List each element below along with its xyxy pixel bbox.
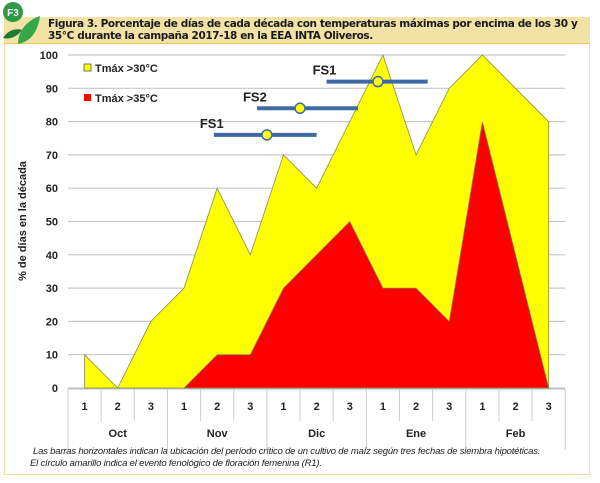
figure-caption: Las barras horizontales indican la ubica… bbox=[30, 446, 590, 470]
series-area-35c bbox=[183, 121, 550, 389]
legend-swatch bbox=[83, 63, 92, 72]
x-tick-label: 2 bbox=[413, 401, 419, 413]
x-tick-label: 3 bbox=[247, 401, 253, 413]
caption-line: El círculo amarillo indica el evento fen… bbox=[30, 458, 322, 469]
legend-label: Tmáx >35°C bbox=[95, 93, 158, 105]
x-tick-label: 2 bbox=[512, 401, 518, 413]
y-axis-label: % de días en la década bbox=[17, 160, 29, 281]
month-label: Dic bbox=[308, 428, 325, 440]
x-tick-label: 1 bbox=[280, 401, 286, 413]
x-tick-label: 1 bbox=[82, 401, 88, 413]
r1-flowering-marker bbox=[294, 102, 306, 115]
y-tick-label: 50 bbox=[46, 217, 58, 229]
x-tick-label: 2 bbox=[214, 401, 220, 413]
legend-swatch bbox=[84, 94, 91, 101]
figure-badge: F3 bbox=[7, 8, 19, 19]
sowing-date-label: FS1 bbox=[200, 116, 224, 131]
r1-flowering-marker bbox=[261, 129, 273, 141]
r1-flowering-marker bbox=[372, 75, 384, 88]
x-tick-label: 1 bbox=[479, 401, 485, 413]
x-tick-label: 2 bbox=[115, 401, 121, 413]
month-label: Feb bbox=[506, 428, 526, 440]
sowing-date-label: FS2 bbox=[243, 89, 267, 104]
y-tick-label: 80 bbox=[46, 117, 58, 129]
y-tick-label: 0 bbox=[52, 383, 58, 395]
figure-title: Figura 3. Porcentaje de días de cada déc… bbox=[48, 18, 578, 42]
leaf-logo-icon: F3 bbox=[3, 2, 40, 44]
x-tick-label: 1 bbox=[181, 401, 187, 413]
y-tick-label: 70 bbox=[46, 150, 58, 162]
y-tick-label: 40 bbox=[46, 250, 58, 262]
x-tick-label: 3 bbox=[148, 401, 154, 413]
month-label: Oct bbox=[109, 428, 128, 440]
sowing-date-label: FS1 bbox=[313, 63, 337, 78]
legend-label: Tmáx >30°C bbox=[95, 63, 158, 75]
x-tick-label: 3 bbox=[446, 401, 452, 413]
x-tick-label: 1 bbox=[380, 401, 386, 413]
y-tick-label: 10 bbox=[46, 350, 58, 362]
caption-line: Las barras horizontales indican la ubica… bbox=[33, 446, 541, 457]
x-tick-label: 3 bbox=[546, 401, 552, 413]
y-tick-label: 100 bbox=[40, 50, 58, 62]
x-tick-label: 2 bbox=[314, 401, 320, 413]
y-tick-label: 30 bbox=[46, 283, 58, 295]
y-tick-label: 20 bbox=[46, 316, 58, 328]
x-tick-label: 3 bbox=[347, 401, 353, 413]
month-label: Ene bbox=[406, 428, 426, 440]
y-tick-label: 90 bbox=[46, 83, 58, 95]
figure-header bbox=[4, 17, 590, 44]
y-tick-label: 60 bbox=[46, 183, 58, 195]
month-label: Nov bbox=[207, 428, 229, 440]
